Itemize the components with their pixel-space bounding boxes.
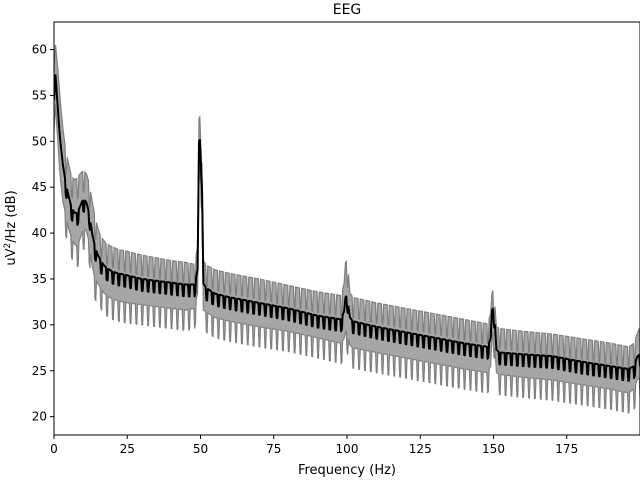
x-axis-ticks: 0 25 50 75 100 125 150 175 — [50, 435, 578, 456]
x-tick-label: 175 — [555, 442, 578, 456]
y-tick-label: 45 — [32, 180, 47, 194]
x-axis-label: Frequency (Hz) — [298, 463, 396, 478]
x-tick-label: 0 — [50, 442, 58, 456]
y-axis-label-prefix: uV — [4, 248, 19, 265]
y-axis-label: uV2/Hz (dB) — [3, 190, 19, 265]
x-tick-label: 25 — [120, 442, 135, 456]
mean-psd-line — [54, 74, 640, 382]
y-tick-label: 55 — [32, 88, 47, 102]
x-tick-label: 150 — [482, 442, 505, 456]
x-tick-label: 125 — [409, 442, 432, 456]
std-band-upper-line — [54, 44, 640, 369]
x-tick-label: 75 — [266, 442, 281, 456]
y-tick-label: 30 — [32, 318, 47, 332]
y-tick-label: 60 — [32, 43, 47, 57]
mean-line-layer — [54, 74, 640, 382]
y-axis-ticks: 20 25 30 35 40 45 50 55 60 — [32, 43, 54, 424]
y-tick-label: 20 — [32, 410, 47, 424]
y-tick-label: 50 — [32, 134, 47, 148]
y-tick-label: 40 — [32, 226, 47, 240]
x-tick-label: 100 — [336, 442, 359, 456]
std-band-lower-line — [54, 104, 640, 415]
y-tick-label: 35 — [32, 272, 47, 286]
y-axis-label-suffix: /Hz (dB) — [4, 190, 19, 242]
y-tick-label: 25 — [32, 364, 47, 378]
x-tick-label: 50 — [193, 442, 208, 456]
chart-title: EEG — [333, 2, 362, 18]
y-axis-label-superscript: 2 — [3, 243, 13, 249]
